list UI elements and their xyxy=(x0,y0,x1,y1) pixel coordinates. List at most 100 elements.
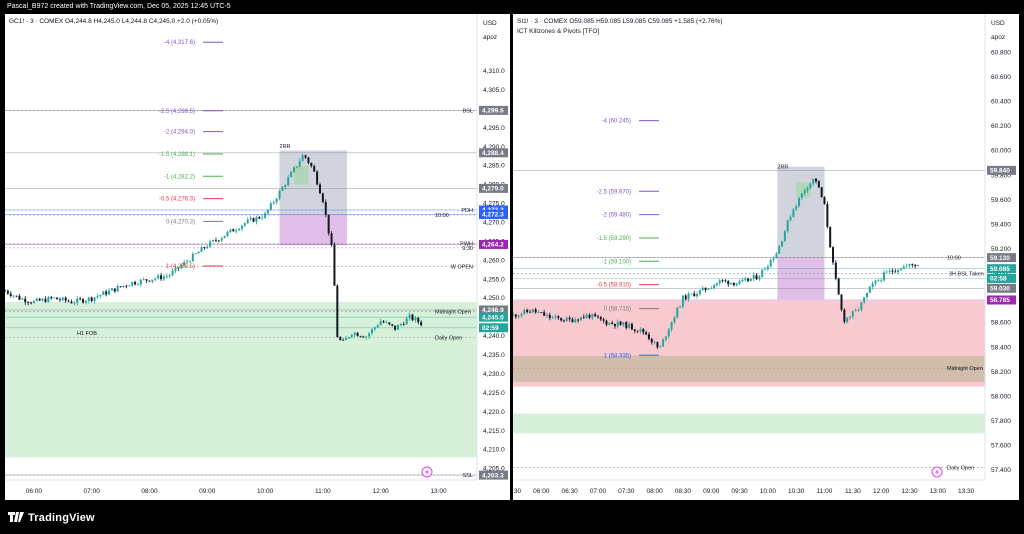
price-tag xyxy=(479,239,508,249)
candle-body xyxy=(9,293,12,297)
y-tick-label: 60.600 xyxy=(991,74,1011,81)
x-tick-label: 13:30 xyxy=(958,488,975,495)
candle-body xyxy=(336,285,339,338)
candle-body xyxy=(304,155,307,158)
fib-label: -1 (59.100) xyxy=(602,259,631,265)
tradingview-logo: TradingView xyxy=(8,512,95,524)
price-tag xyxy=(987,295,1016,305)
candle-body xyxy=(625,322,628,328)
time-axis[interactable] xyxy=(5,480,510,500)
candle-body xyxy=(139,279,142,285)
candle-body xyxy=(316,171,319,185)
candle-body xyxy=(693,293,696,297)
candle-body xyxy=(545,314,548,316)
candle-body xyxy=(223,235,226,239)
gold-chart-panel[interactable]: -4 (4,317.6) -2.5 (4,299.5) -2 (4,294.0) -1… xyxy=(5,14,510,500)
x-tick-label: 11:00 xyxy=(817,488,833,495)
silver-chart-canvas[interactable]: -4 (60.245) -2.5 (59.670) -2 (59.480) -1.5 … xyxy=(513,14,1019,500)
candle-body xyxy=(795,206,798,210)
candle-body xyxy=(5,290,6,292)
y-tick-label: 60.200 xyxy=(991,123,1011,130)
candle-body xyxy=(122,285,125,287)
x-tick-label: 12:30 xyxy=(901,488,918,495)
level-label: Midnight Open xyxy=(435,309,471,315)
risk-zone xyxy=(279,150,347,215)
candle-body xyxy=(420,322,423,326)
candle-body xyxy=(786,220,789,232)
candle-body xyxy=(174,267,177,271)
candle-body xyxy=(616,321,619,327)
candle-body xyxy=(96,296,99,298)
candle-body xyxy=(582,316,585,318)
killzone-box xyxy=(513,355,985,382)
candle-body xyxy=(61,297,64,301)
level-label: 2RR xyxy=(280,144,291,150)
y-tick-label: 4,205.0 xyxy=(483,466,505,473)
candle-body xyxy=(385,322,388,324)
candle-body xyxy=(417,317,420,323)
candle-body xyxy=(647,334,650,339)
candle-body xyxy=(636,330,639,332)
chart-caption: Pascal_B972 created with TradingView.com… xyxy=(7,3,231,10)
candle-body xyxy=(548,314,551,319)
candle-body xyxy=(806,188,809,191)
candle-body xyxy=(798,197,801,207)
candle-body xyxy=(520,314,523,316)
y-tick-label: 57.600 xyxy=(991,443,1011,450)
y-tick-label: 4,210.0 xyxy=(483,447,505,454)
price-tag-text: 4,245.0 xyxy=(482,314,504,321)
price-axis[interactable] xyxy=(477,14,510,500)
candle-body xyxy=(696,294,699,297)
time-axis[interactable] xyxy=(513,480,1018,500)
candle-body xyxy=(411,314,414,321)
x-tick-label: 10:00 xyxy=(760,488,777,495)
candle-body xyxy=(76,298,79,303)
y-tick-label: 4,220.0 xyxy=(483,409,505,416)
candle-body xyxy=(630,323,633,330)
price-tag-text: 59.840 xyxy=(990,168,1010,175)
candle-body xyxy=(571,319,574,323)
candle-body xyxy=(402,323,405,325)
axis-currency: USD xyxy=(483,20,497,27)
candle-body xyxy=(783,231,786,242)
price-tag xyxy=(987,273,1016,283)
candle-body xyxy=(21,298,24,300)
candle-body xyxy=(639,329,642,332)
candle-body xyxy=(914,264,917,267)
candle-body xyxy=(812,178,815,184)
candle-body xyxy=(732,282,735,286)
candle-body xyxy=(99,294,102,297)
silver-chart-panel[interactable]: -4 (60.245) -2.5 (59.670) -2 (59.480) -1.5 … xyxy=(513,14,1019,500)
candle-body xyxy=(514,314,517,317)
tradingview-mark-icon xyxy=(8,512,24,522)
level-label: H1 FOB xyxy=(77,331,97,337)
candle-body xyxy=(820,187,823,198)
candle-body xyxy=(854,310,857,312)
candle-body xyxy=(789,216,792,221)
candle-body xyxy=(724,280,727,282)
candle-body xyxy=(911,264,914,265)
candle-body xyxy=(295,166,298,168)
candle-body xyxy=(321,193,324,203)
candle-body xyxy=(110,288,113,291)
candle-body xyxy=(157,275,160,279)
candle-body xyxy=(613,323,616,327)
candle-body xyxy=(741,279,744,282)
x-tick-label: 06:30 xyxy=(561,488,578,495)
candle-body xyxy=(764,268,767,270)
candle-body xyxy=(183,262,186,266)
tradingview-brand: TradingView xyxy=(28,512,95,524)
fib-label: -1 (4,282.2) xyxy=(164,174,195,180)
fib-label: -2 (4,294.0) xyxy=(164,130,195,136)
candle-body xyxy=(633,329,636,331)
candle-body xyxy=(165,276,168,277)
candle-body xyxy=(650,338,653,343)
candle-body xyxy=(47,297,50,303)
candle-body xyxy=(212,239,215,242)
x-tick-label: 11:30 xyxy=(845,488,861,495)
gold-chart-canvas[interactable]: -4 (4,317.6) -2.5 (4,299.5) -2 (4,294.0) -1… xyxy=(5,14,510,500)
candle-body xyxy=(871,283,874,287)
candle-body xyxy=(330,233,333,245)
price-tag xyxy=(479,470,508,480)
candle-body xyxy=(551,317,554,319)
